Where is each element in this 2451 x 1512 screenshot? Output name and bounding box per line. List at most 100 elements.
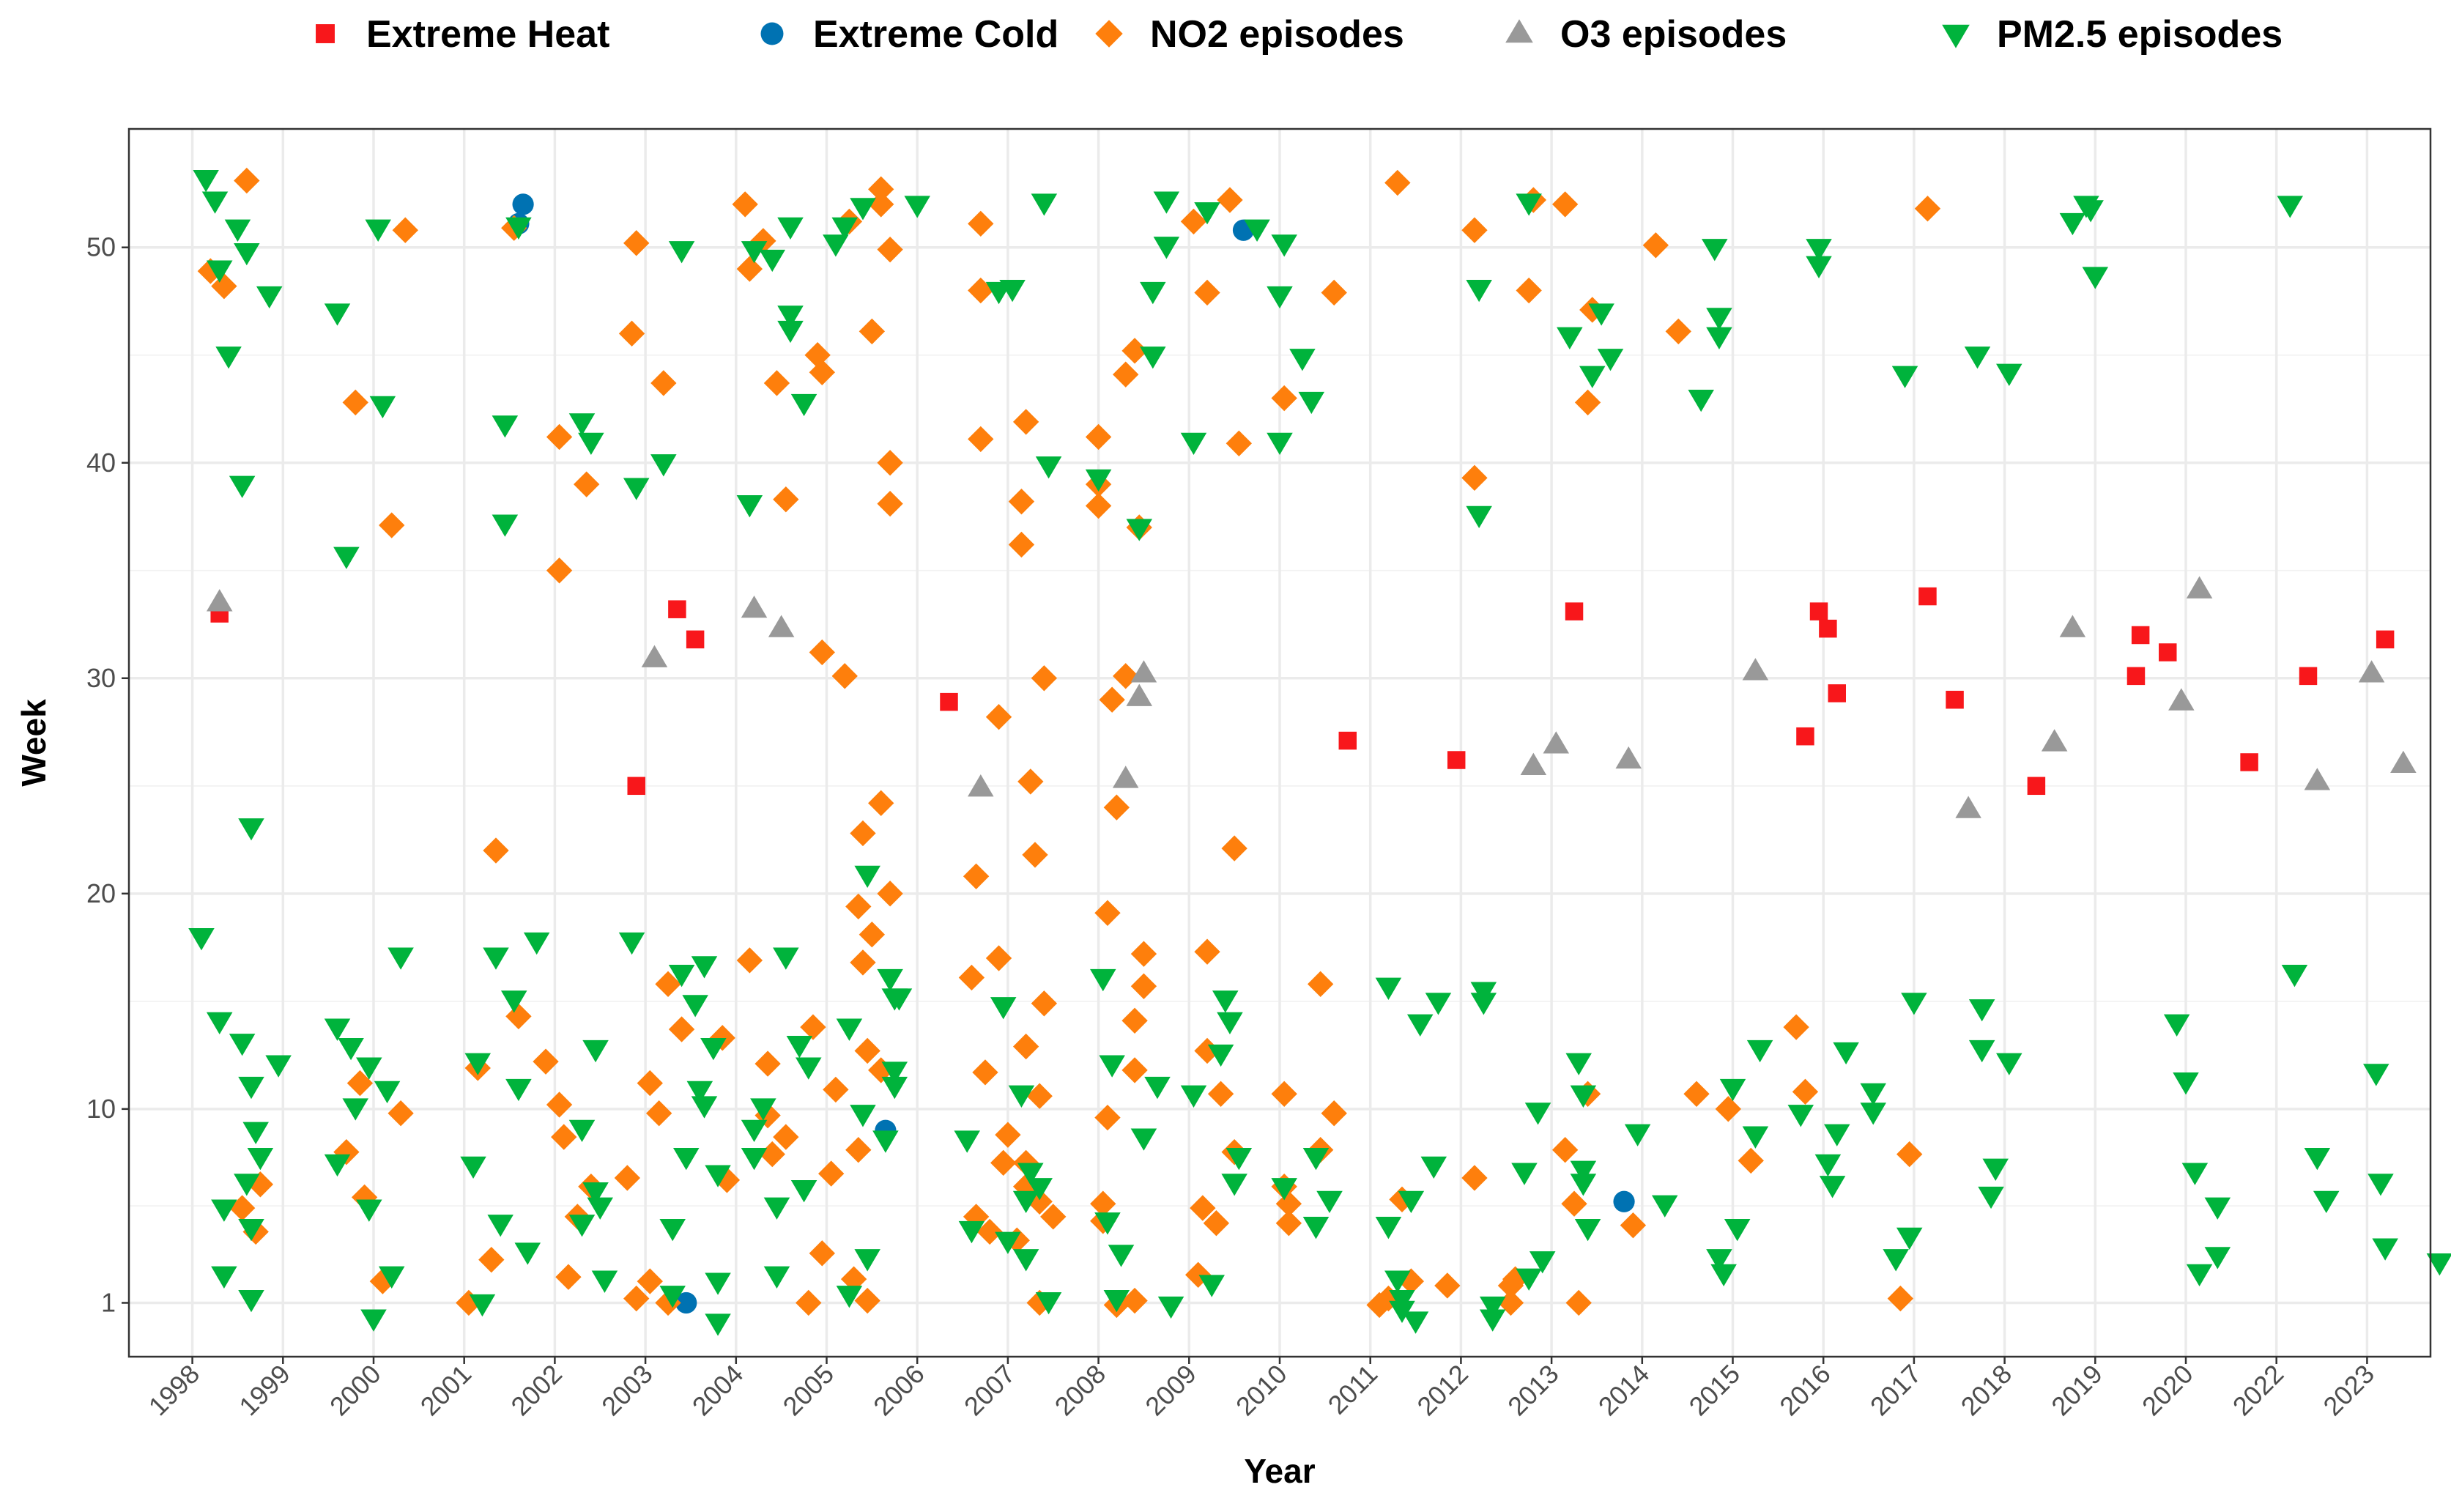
extreme-heat-point (668, 600, 686, 618)
pm2-5-episodes-point (374, 1081, 401, 1104)
pm2-5-episodes-point (1103, 1290, 1130, 1313)
no2-episodes-point (754, 1050, 781, 1077)
pm2-5-episodes-point (790, 393, 817, 417)
extreme-heat-point (2240, 753, 2258, 771)
no2-episodes-point (618, 320, 645, 347)
pm2-5-episodes-point (1570, 1085, 1597, 1108)
pm2-5-episodes-point (773, 947, 799, 970)
pm2-5-episodes-point (1570, 1174, 1597, 1196)
pm2-5-episodes-point (582, 1182, 609, 1205)
pm2-5-episodes-point (591, 1270, 618, 1293)
pm2-5-episodes-point (2077, 200, 2104, 223)
pm2-5-episodes-point (224, 219, 251, 242)
pm2-5-episodes-point (1094, 1212, 1121, 1235)
no2-episodes-point (1190, 1195, 1216, 1221)
pm2-5-episodes-point (215, 346, 242, 369)
pm2-5-episodes-point (1212, 990, 1239, 1013)
no2-episodes-point (800, 1014, 826, 1040)
no2-episodes-point (1022, 842, 1048, 868)
pm2-5-episodes-point (1099, 1055, 1125, 1078)
legend-label: Extreme Cold (813, 13, 1058, 56)
pm2-5-episodes-point (238, 1290, 264, 1313)
no2-episodes-point (1113, 663, 1139, 689)
pm2-5-episodes-point (1724, 1218, 1751, 1242)
pm2-5-episodes-point (2204, 1247, 2231, 1270)
no2-episodes-point (1665, 318, 1691, 345)
pm2-5-episodes-point (2082, 267, 2109, 289)
pm2-5-episodes-point (777, 320, 804, 344)
no2-episodes-point (229, 1195, 256, 1221)
no2-episodes-point (1375, 1285, 1402, 1312)
o3-episodes-point (641, 645, 668, 667)
o3-episodes-point (1955, 796, 1981, 818)
pm2-5-episodes-point (1470, 993, 1497, 1015)
no2-episodes-point (392, 217, 418, 243)
pm2-5-episodes-point (741, 1119, 768, 1143)
no2-episodes-point (637, 1070, 663, 1097)
pm2-5-episodes-point (999, 279, 1026, 303)
pm2-5-episodes-point (1267, 432, 1293, 456)
pm2-5-episodes-point (1108, 1245, 1135, 1267)
extreme-heat-point (1828, 684, 1846, 703)
data-points (188, 167, 2451, 1336)
no2-episodes-point (1008, 531, 1035, 558)
pm2-5-episodes-point (686, 1081, 713, 1104)
pm2-5-episodes-point (705, 1272, 731, 1295)
no2-episodes-point (750, 228, 776, 254)
pm2-5-episodes-point (1565, 1053, 1592, 1075)
no2-episodes-point (333, 1138, 360, 1166)
pm2-5-episodes-point (1194, 202, 1220, 225)
x-tick-label: 2003 (596, 1359, 659, 1422)
pm2-5-episodes-point (1289, 349, 1316, 371)
extreme-heat-point (940, 692, 958, 711)
x-tick-label: 2009 (1139, 1359, 1202, 1422)
x-tick-label: 2019 (2045, 1359, 2108, 1422)
no2-episodes-point (645, 1100, 672, 1127)
pm2-5-episodes-point (1529, 1251, 1556, 1274)
legend-item-extreme-heat: Extreme Heat (316, 13, 609, 56)
pm2-5-episodes-point (1035, 456, 1062, 479)
no2-episodes-point (990, 1149, 1017, 1176)
no2-episodes-point (1896, 1141, 1923, 1168)
no2-episodes-point (655, 971, 681, 997)
pm2-5-episodes-point (682, 995, 708, 1018)
pm2-5-episodes-point (2313, 1190, 2340, 1214)
legend: Extreme Heat Extreme Cold NO2 episodes O3 e… (316, 13, 2283, 56)
extreme-heat-point (1447, 751, 1466, 769)
no2-episodes-point (963, 1204, 990, 1230)
pm2-5-episodes-point (1298, 391, 1325, 415)
pm2-5-episodes-point (338, 1037, 364, 1061)
pm2-5-episodes-point (1221, 1174, 1247, 1196)
pm2-5-episodes-point (1267, 286, 1293, 309)
pm2-5-episodes-point (1398, 1190, 1425, 1214)
o3-episodes-point (1126, 683, 1153, 706)
pm2-5-episodes-point (836, 1286, 863, 1308)
pm2-5-episodes-point (492, 415, 519, 438)
no2-episodes-point (1217, 187, 1243, 213)
pm2-5-episodes-point (763, 1197, 790, 1220)
series-pm2-5-episodes (188, 170, 2451, 1336)
pm2-5-episodes-point (1823, 1124, 1850, 1146)
pm2-5-episodes-point (1706, 308, 1732, 330)
pm2-5-episodes-point (1579, 366, 1606, 388)
pm2-5-episodes-point (582, 1040, 609, 1063)
no2-episodes-point (809, 359, 835, 385)
pm2-5-episodes-point (1968, 999, 1995, 1022)
no2-episodes-point (823, 1076, 849, 1103)
pm2-5-episodes-point (1035, 1292, 1062, 1315)
no2-episodes-point (1031, 990, 1058, 1017)
pm2-5-episodes-point (256, 286, 283, 309)
pm2-5-episodes-point (1710, 1264, 1737, 1287)
no2-episodes-point (1121, 1287, 1148, 1314)
no2-episodes-point (968, 210, 994, 237)
no2-episodes-point (859, 922, 886, 948)
o3-episodes-point (1520, 752, 1547, 775)
no2-episodes-point (1180, 208, 1207, 235)
pm2-5-episodes-point (990, 997, 1017, 1020)
pm2-5-episodes-point (1031, 193, 1058, 216)
o3-episodes-point (1543, 731, 1570, 754)
x-tick-label: 2017 (1864, 1359, 1927, 1422)
pm2-5-episodes-point (668, 241, 695, 264)
o3-episodes-point (2168, 688, 2195, 711)
pm2-5-episodes-point (1651, 1195, 1678, 1218)
